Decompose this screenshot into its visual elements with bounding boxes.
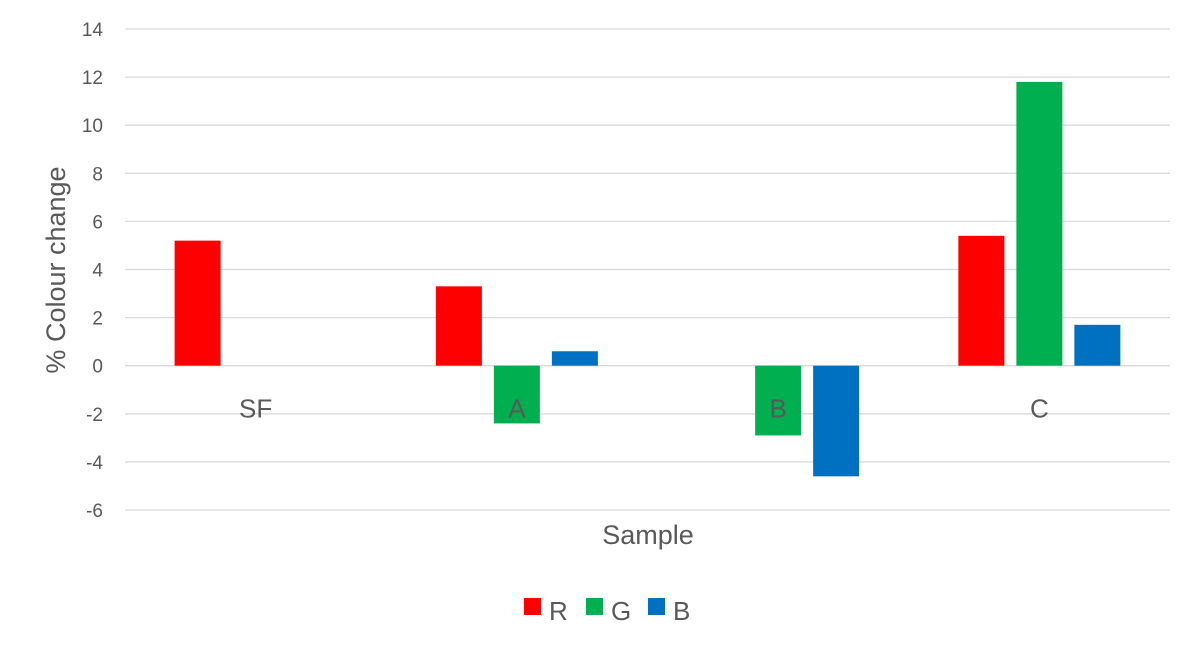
legend-label: G xyxy=(611,596,631,626)
y-tick-label: 2 xyxy=(92,309,103,330)
y-tick-label: 8 xyxy=(92,164,103,185)
category-labels: SF A B C xyxy=(239,394,1049,424)
y-tick-label: 14 xyxy=(82,20,104,41)
bar-r-c xyxy=(958,235,1005,366)
bar-g-b xyxy=(755,365,802,436)
y-tick-label: 12 xyxy=(82,68,103,89)
legend-swatch xyxy=(586,598,603,615)
category-label: C xyxy=(1030,394,1049,424)
category-label: SF xyxy=(239,394,272,424)
y-tick-label: -4 xyxy=(86,453,103,474)
category-label: B xyxy=(769,394,786,424)
legend-swatch xyxy=(648,598,665,615)
category-label: A xyxy=(508,394,526,424)
legend-label: R xyxy=(549,596,568,626)
y-axis-title: % Colour change xyxy=(41,166,71,373)
y-tick-label: 0 xyxy=(92,357,103,378)
y-tick-label: 10 xyxy=(82,116,103,137)
bar-r-sf xyxy=(174,240,221,366)
bar-b-a xyxy=(551,351,598,366)
y-tick-label: 4 xyxy=(92,261,103,282)
gridlines xyxy=(125,28,1170,511)
bar-r-a xyxy=(435,286,482,366)
bar-b-c xyxy=(1074,324,1121,366)
bar-g-c xyxy=(1016,81,1063,366)
y-tick-label: -6 xyxy=(86,501,103,522)
legend-swatch xyxy=(524,598,541,615)
legend-label: B xyxy=(673,596,690,626)
bar-b-b xyxy=(813,365,860,477)
y-tick-label: 6 xyxy=(92,212,103,233)
bars xyxy=(174,81,1121,477)
y-tick-label: -2 xyxy=(86,405,103,426)
y-axis-ticks: -6 -4 -2 0 2 4 6 8 10 12 14 xyxy=(82,20,104,522)
x-axis-title: Sample xyxy=(602,520,694,550)
bar-g-a xyxy=(493,365,540,424)
